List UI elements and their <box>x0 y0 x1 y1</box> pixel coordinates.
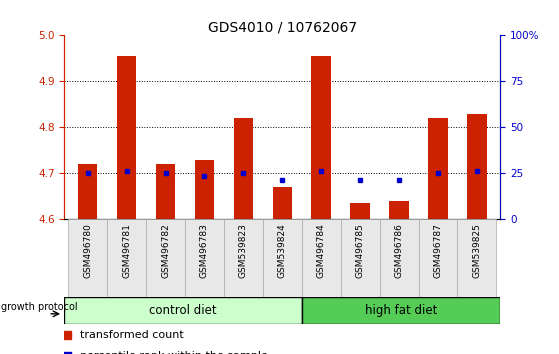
Text: high fat diet: high fat diet <box>365 304 437 317</box>
Bar <box>428 118 448 219</box>
Bar <box>224 219 263 297</box>
Text: GSM496782: GSM496782 <box>161 223 170 278</box>
Text: GSM539825: GSM539825 <box>472 223 481 278</box>
Bar <box>302 297 500 324</box>
Bar <box>390 201 409 219</box>
Text: transformed count: transformed count <box>79 330 183 339</box>
Text: percentile rank within the sample: percentile rank within the sample <box>79 351 267 354</box>
Text: GSM496783: GSM496783 <box>200 223 209 278</box>
Bar <box>263 219 302 297</box>
Text: GSM496787: GSM496787 <box>434 223 443 278</box>
Bar <box>195 160 214 219</box>
Bar <box>419 219 457 297</box>
Bar <box>350 203 370 219</box>
Bar <box>107 219 146 297</box>
Bar <box>457 219 496 297</box>
Bar <box>467 114 487 219</box>
Bar <box>234 118 253 219</box>
Bar <box>311 56 331 219</box>
Bar <box>117 56 136 219</box>
Text: control diet: control diet <box>149 304 217 317</box>
Title: GDS4010 / 10762067: GDS4010 / 10762067 <box>208 20 357 34</box>
Bar <box>273 187 292 219</box>
Bar <box>146 219 185 297</box>
Text: GSM496780: GSM496780 <box>83 223 92 278</box>
Text: GSM539823: GSM539823 <box>239 223 248 278</box>
Text: GSM539824: GSM539824 <box>278 223 287 278</box>
Bar <box>185 219 224 297</box>
Bar <box>340 219 380 297</box>
Bar <box>380 219 419 297</box>
Text: GSM496785: GSM496785 <box>356 223 364 278</box>
Text: GSM496784: GSM496784 <box>317 223 326 278</box>
Text: GSM496781: GSM496781 <box>122 223 131 278</box>
Text: GSM496786: GSM496786 <box>395 223 404 278</box>
Bar <box>64 297 302 324</box>
Bar <box>78 164 97 219</box>
Bar <box>156 164 175 219</box>
Bar <box>302 219 340 297</box>
Text: growth protocol: growth protocol <box>1 302 78 313</box>
Bar <box>68 219 107 297</box>
